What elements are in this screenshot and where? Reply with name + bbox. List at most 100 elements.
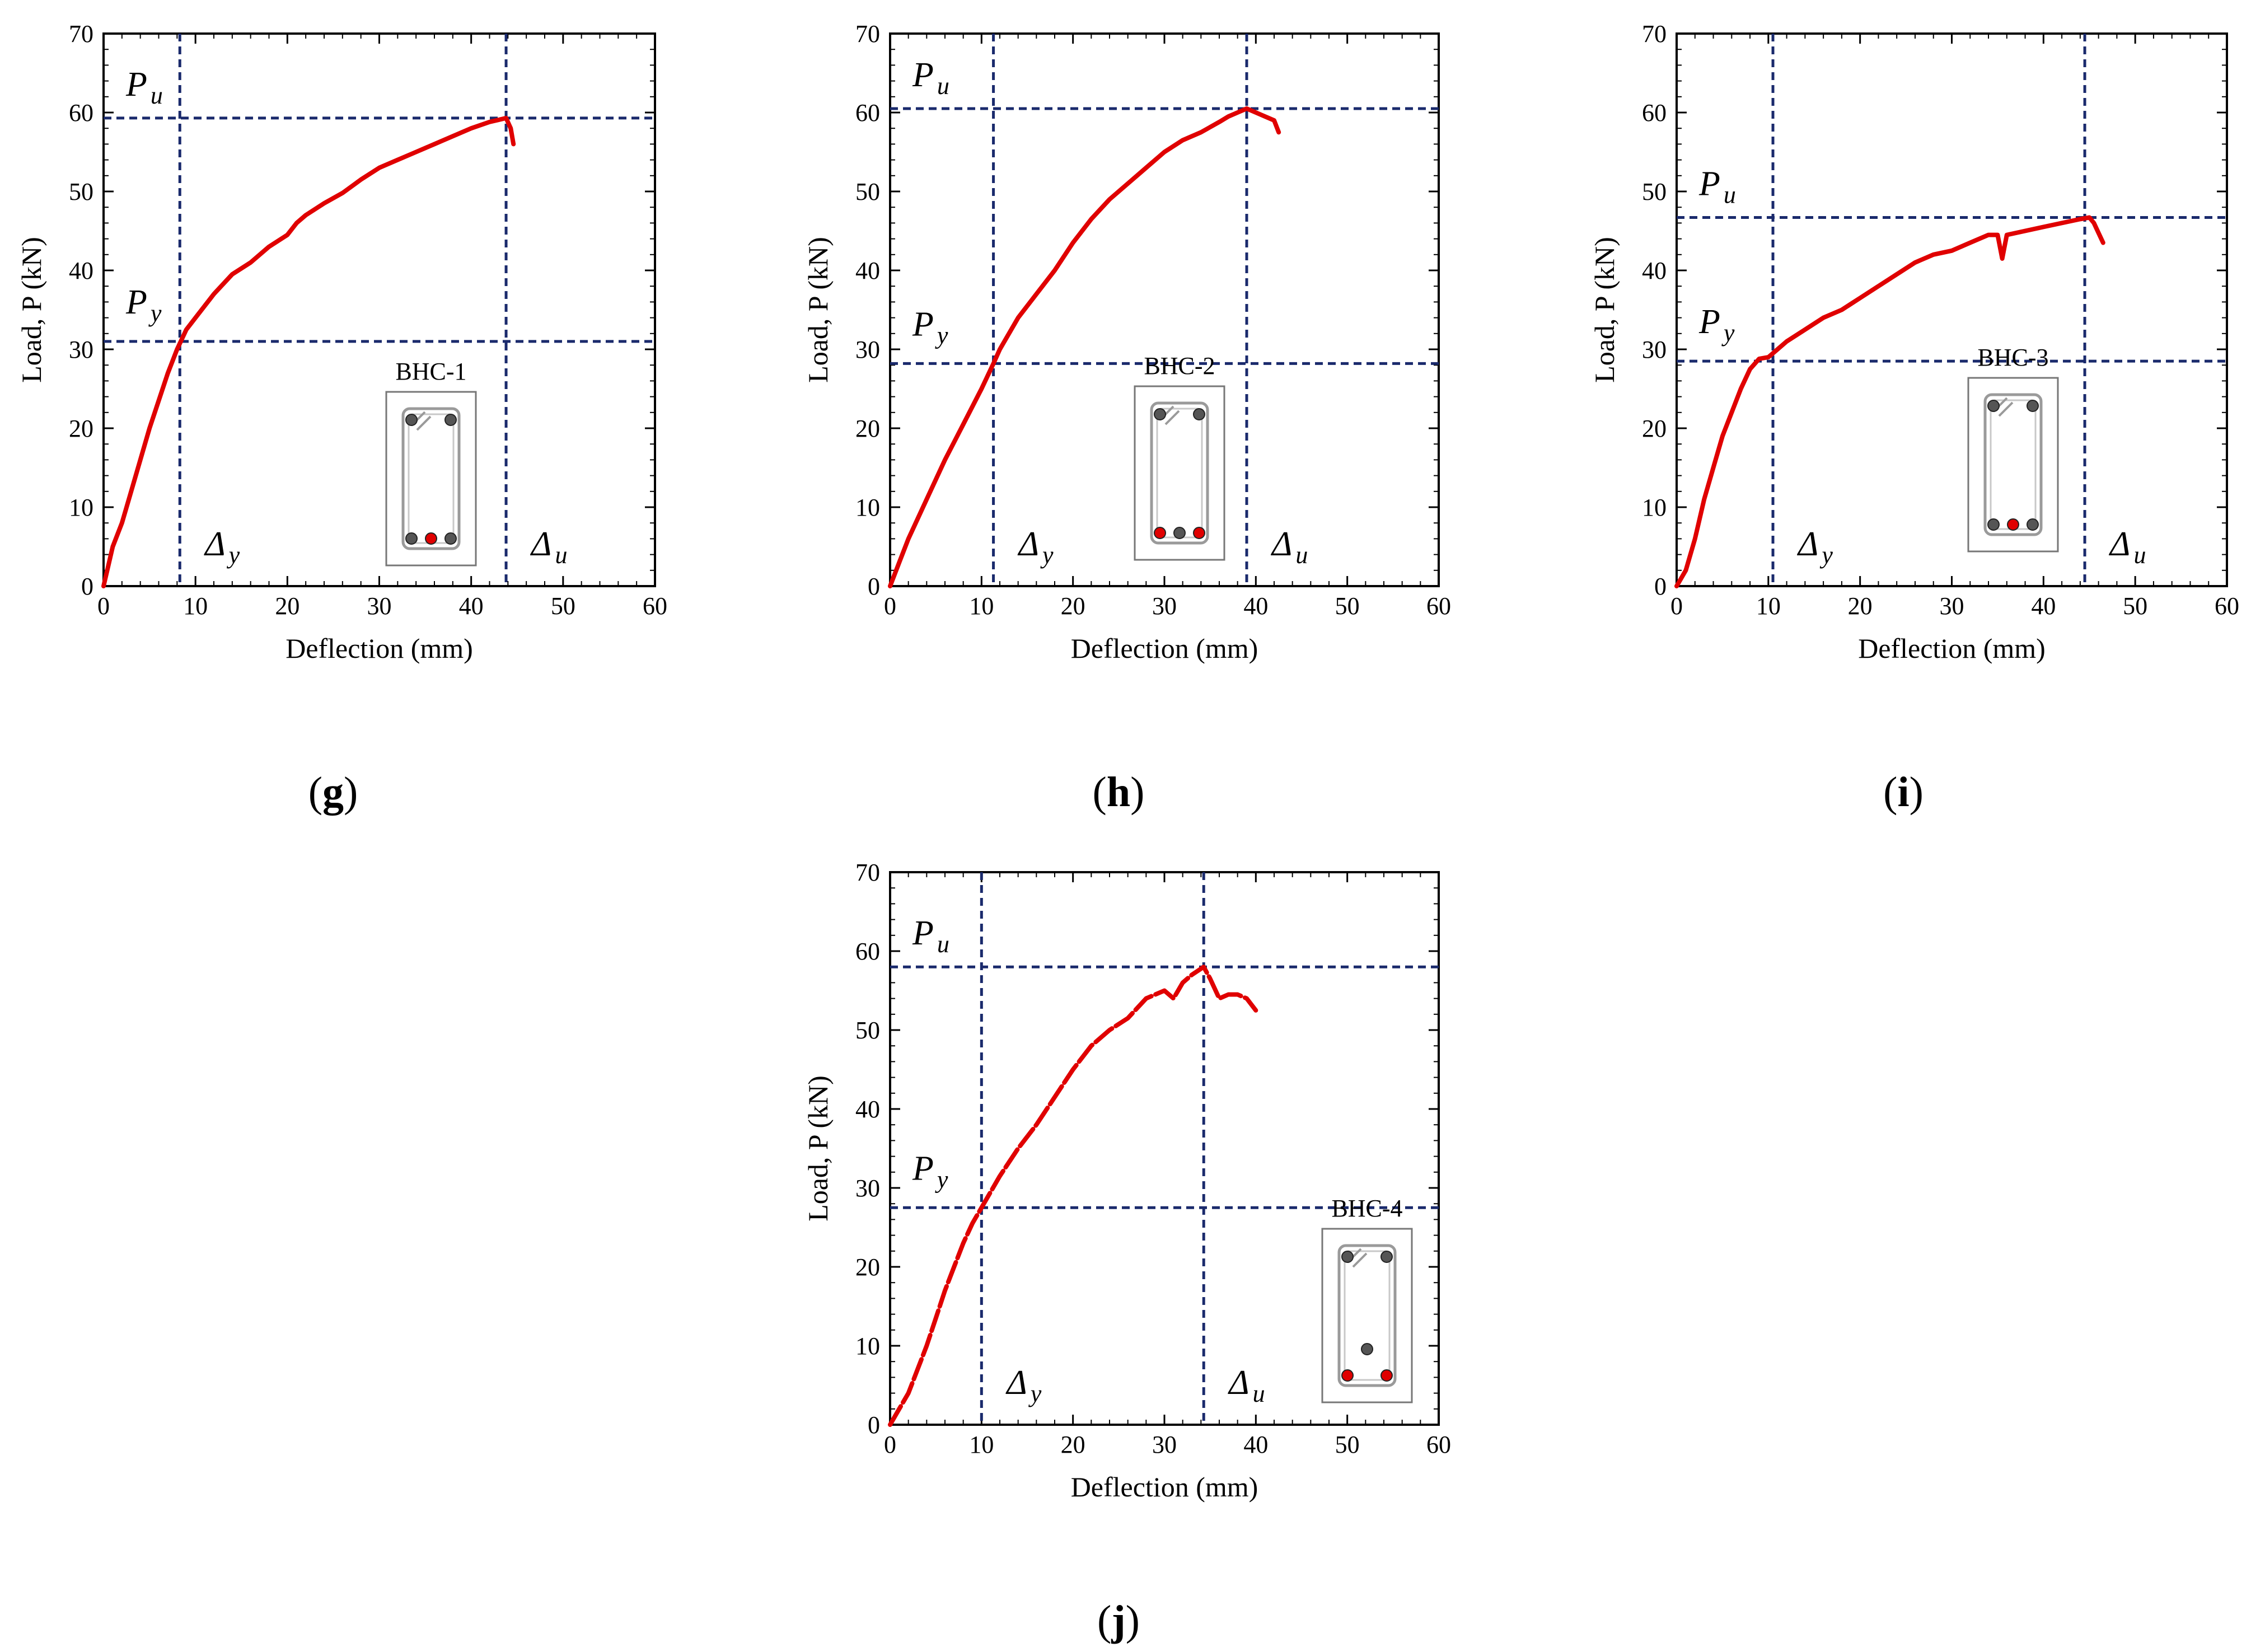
cross-section-outline (1967, 377, 2059, 553)
x-tick-label: 50 (1335, 1431, 1360, 1458)
stirrup-outer (401, 407, 461, 550)
top-rebar (1341, 1251, 1354, 1263)
top-rebar (1380, 1251, 1393, 1263)
y-tick-label: 50 (855, 178, 880, 205)
panel-caption-g: (g) (308, 769, 358, 816)
y-tick-label: 20 (855, 415, 880, 442)
y-tick-label: 60 (69, 99, 93, 127)
chart-panel-i: 0 10 20 30 40 50 60 0 10 20 30 40 50 60 70 Deflection (… (1589, 20, 2239, 664)
bottom-rebar (425, 532, 437, 545)
chart-panel-h: 0 10 20 30 40 50 60 0 10 20 30 40 50 60 70 Deflection (… (802, 20, 1451, 664)
panel-caption-j: (j) (1097, 1597, 1140, 1644)
bottom-rebar (1341, 1369, 1354, 1382)
top-rebar (2027, 400, 2039, 412)
x-tick-label: 50 (1335, 592, 1360, 620)
load-deflection-curve (888, 965, 1258, 1427)
y-axis-title: Load, P (kN) (802, 237, 834, 383)
x-tick-label: 40 (2031, 592, 2056, 620)
y-axis-title: Load, P (kN) (16, 237, 47, 383)
y-tick-label: 60 (855, 938, 880, 965)
y-tick-label: 20 (69, 415, 93, 442)
x-tick-label: 50 (551, 592, 575, 620)
y-tick-label: 50 (1642, 178, 1667, 205)
specimen-label: BHC-2 (1144, 352, 1215, 380)
x-tick-label: 0 (1670, 592, 1683, 620)
x-tick-label: 20 (1848, 592, 1873, 620)
panel-caption-h: (h) (1093, 769, 1145, 816)
stirrup-outer (1337, 1244, 1397, 1387)
x-tick-label: 10 (969, 1431, 994, 1458)
y-tick-label: 60 (1642, 99, 1667, 127)
bottom-rebar (1193, 527, 1205, 539)
y-tick-label: 70 (1642, 20, 1667, 48)
x-tick-label: 10 (969, 592, 994, 620)
y-tick-label: 40 (1642, 257, 1667, 284)
top-rebar (405, 414, 418, 426)
x-tick-label: 0 (884, 1431, 896, 1458)
y-tick-label: 10 (855, 494, 880, 521)
middle-rebar (1361, 1343, 1373, 1355)
bottom-rebar (1154, 527, 1166, 539)
bottom-rebar (1173, 527, 1186, 539)
x-tick-label: 40 (459, 592, 484, 620)
y-tick-label: 50 (855, 1017, 880, 1044)
x-tick-label: 60 (643, 592, 667, 620)
x-axis-title: Deflection (mm) (1858, 633, 2046, 664)
y-tick-label: 20 (855, 1253, 880, 1281)
x-axis-title: Deflection (mm) (1071, 633, 1258, 664)
bottom-rebar (1380, 1369, 1393, 1382)
y-tick-label: 40 (855, 1096, 880, 1123)
x-axis-title: Deflection (mm) (286, 633, 473, 664)
y-axis-title: Load, P (kN) (802, 1075, 834, 1222)
x-tick-label: 30 (1940, 592, 1964, 620)
y-tick-label: 10 (1642, 494, 1667, 521)
y-tick-label: 10 (69, 494, 93, 521)
y-tick-label: 0 (868, 573, 880, 600)
x-tick-label: 30 (367, 592, 392, 620)
y-tick-label: 70 (855, 859, 880, 886)
y-tick-label: 20 (1642, 415, 1667, 442)
y-tick-label: 30 (855, 1174, 880, 1202)
panel-caption-i: (i) (1883, 769, 1924, 816)
y-tick-label: 30 (69, 336, 93, 363)
x-tick-label: 60 (1426, 1431, 1451, 1458)
y-tick-label: 30 (1642, 336, 1667, 363)
y-tick-label: 60 (855, 99, 880, 127)
x-tick-label: 20 (1061, 1431, 1085, 1458)
x-tick-label: 50 (2123, 592, 2147, 620)
stirrup-inner (1344, 1250, 1391, 1381)
bottom-rebar (2007, 518, 2019, 531)
x-tick-label: 60 (1426, 592, 1451, 620)
top-rebar (1193, 408, 1205, 420)
specimen-label: BHC-1 (395, 358, 466, 385)
load-deflection-curve (888, 106, 1281, 588)
load-deflection-curve (101, 115, 516, 588)
x-tick-label: 40 (1243, 592, 1268, 620)
x-tick-label: 30 (1152, 1431, 1177, 1458)
x-tick-label: 0 (884, 592, 896, 620)
bottom-rebar (2027, 518, 2039, 531)
stirrup-outer (1983, 393, 2043, 536)
stirrup-outer (1150, 401, 1209, 545)
y-tick-label: 0 (81, 573, 93, 600)
bottom-rebar (405, 532, 418, 545)
y-tick-label: 40 (69, 257, 93, 284)
y-tick-label: 50 (69, 178, 93, 205)
y-tick-label: 10 (855, 1332, 880, 1360)
chart-panel-g: 0 10 20 30 40 50 60 0 10 20 30 40 50 60 70 Deflection (… (16, 20, 667, 664)
